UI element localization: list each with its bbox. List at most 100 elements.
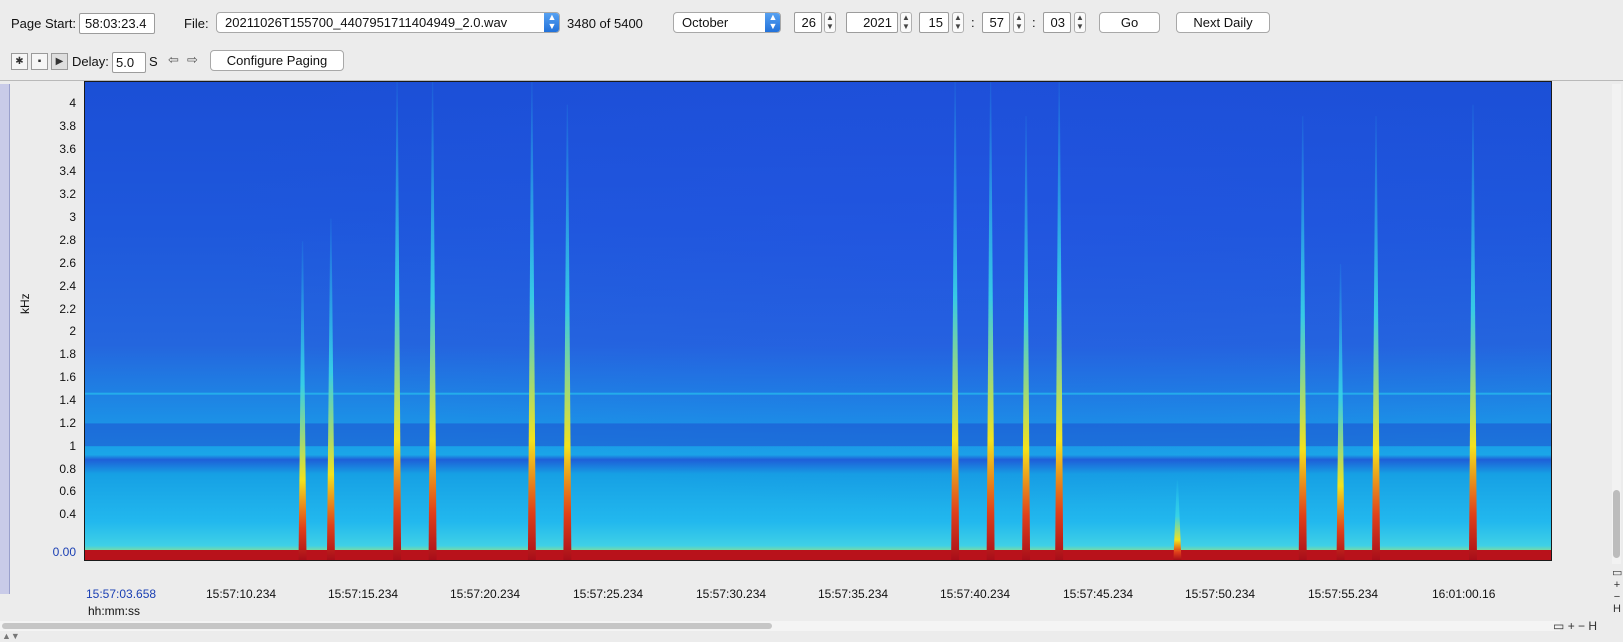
y-tick-label: 3 — [69, 210, 76, 225]
horizontal-scrollbar[interactable] — [0, 621, 1560, 631]
file-position: 3480 of 5400 — [567, 16, 643, 31]
toolbar-divider — [0, 80, 1623, 81]
month-select[interactable]: October ▲ ▼ — [673, 12, 781, 33]
spectrogram-spike — [1372, 116, 1381, 560]
minute-stepper[interactable]: ▲ ▼ — [1013, 12, 1025, 33]
back-arrow-icon[interactable]: ⇦ — [168, 52, 179, 67]
x-tick-label: 16:01:00.16 — [1432, 587, 1496, 601]
delay-unit: S — [149, 54, 158, 69]
spectrogram-spike — [1173, 480, 1182, 560]
y-tick-label: 0.4 — [59, 507, 76, 522]
zoom-in-horizontal-icon[interactable]: + — [1567, 619, 1575, 633]
spectrogram-plot[interactable] — [84, 81, 1552, 561]
file-label: File: — [184, 16, 209, 31]
side-rail[interactable] — [0, 84, 10, 594]
y-tick-label: 2.2 — [59, 301, 76, 316]
select-arrows-icon: ▲ ▼ — [765, 13, 780, 32]
x-tick-label: 15:57:20.234 — [450, 587, 521, 601]
y-tick-label: 2 — [69, 324, 76, 339]
vertical-scrollbar-thumb[interactable] — [1613, 490, 1620, 558]
frequency-band — [85, 423, 1551, 447]
day-field[interactable]: 26 — [794, 12, 822, 33]
x-tick-label: 15:57:25.234 — [573, 587, 644, 601]
low-frequency-energy — [85, 550, 1551, 560]
zoom-controls-vertical[interactable]: ▭ + − H — [1612, 567, 1622, 615]
x-axis-labels: 15:57:03.658 15:57:10.234 15:57:15.234 15:5… — [86, 587, 1496, 601]
zoom-fit-icon[interactable]: ▭ — [1612, 567, 1623, 579]
second-field[interactable]: 03 — [1043, 12, 1071, 33]
spectrogram-spike — [1055, 82, 1064, 560]
spectrogram-spike — [326, 218, 335, 560]
page-start-field[interactable]: 58:03:23.4 — [79, 13, 155, 34]
time-separator: : — [971, 15, 975, 30]
forward-arrow-icon[interactable]: ⇨ — [187, 52, 198, 67]
x-tick-label: 15:57:50.234 — [1185, 587, 1256, 601]
delay-label: Delay: — [72, 54, 109, 69]
y-tick-label: 3.4 — [59, 164, 76, 179]
y-tick-label: 1.2 — [59, 415, 76, 430]
year-stepper[interactable]: ▲ ▼ — [900, 12, 912, 33]
y-axis-origin-label: 0.00 — [52, 545, 76, 559]
hour-field[interactable]: 15 — [919, 12, 949, 33]
x-tick-label: 15:57:30.234 — [696, 587, 767, 601]
resize-handle-icon[interactable]: ▲▼ — [2, 631, 20, 641]
month-select-value: October — [682, 15, 729, 30]
frequency-line — [85, 392, 1551, 395]
next-daily-button[interactable]: Next Daily — [1176, 12, 1270, 33]
spectrogram-spike — [951, 82, 960, 560]
spectrogram-spike — [393, 82, 402, 560]
file-select[interactable]: 20211026T155700_4407951711404949_2.0.wav… — [216, 12, 560, 33]
y-tick-label: 1.6 — [59, 370, 76, 385]
y-tick-label: 2.8 — [59, 233, 76, 247]
day-stepper[interactable]: ▲ ▼ — [824, 12, 836, 33]
delay-field[interactable]: 5.0 — [112, 52, 146, 73]
file-select-value: 20211026T155700_4407951711404949_2.0.wav — [225, 15, 508, 30]
zoom-reset-horizontal-icon[interactable]: H — [1588, 619, 1598, 633]
year-field[interactable]: 2021 — [846, 12, 898, 33]
x-tick-label: 15:57:15.234 — [328, 587, 399, 601]
second-stepper[interactable]: ▲ ▼ — [1074, 12, 1086, 33]
x-tick-label: 15:57:35.234 — [818, 587, 889, 601]
hour-stepper[interactable]: ▲ ▼ — [952, 12, 964, 33]
minute-field[interactable]: 57 — [982, 12, 1010, 33]
zoom-out-horizontal-icon[interactable]: − — [1578, 619, 1586, 633]
vertical-scrollbar[interactable] — [1612, 84, 1621, 564]
zoom-controls-horizontal[interactable]: ▭ + − H — [1553, 619, 1597, 633]
go-button[interactable]: Go — [1099, 12, 1160, 33]
spectrogram-spike — [1022, 116, 1031, 560]
horizontal-scrollbar-thumb[interactable] — [2, 623, 772, 629]
play-mode-step-icon[interactable]: ▶ — [51, 53, 68, 70]
x-axis-unit: hh:mm:ss — [88, 604, 141, 618]
y-tick-label: 0.6 — [59, 484, 76, 499]
spectrogram-spike — [527, 82, 536, 560]
zoom-out-vertical-icon[interactable]: − — [1613, 591, 1621, 603]
time-separator: : — [1032, 15, 1036, 30]
spectrogram-spike — [428, 82, 437, 560]
spectrogram-image — [85, 82, 1551, 560]
select-arrows-icon: ▲ ▼ — [544, 13, 559, 32]
spectrogram-spike — [298, 241, 307, 560]
page-start-label: Page Start: — [11, 16, 77, 31]
y-tick-label: 3.2 — [59, 187, 76, 202]
zoom-reset-vertical-icon[interactable]: H — [1613, 603, 1621, 615]
y-tick-label: 1.8 — [59, 347, 76, 362]
x-tick-label: 15:57:10.234 — [206, 587, 277, 601]
spectrogram-spike — [1468, 104, 1477, 560]
y-axis-labels: 4 3.8 3.6 3.4 3.2 3 2.8 2.6 2.4 2.2 2 1.8 1.6 1.4 1.2 1… — [16, 0, 76, 600]
zoom-fit-horizontal-icon[interactable]: ▭ — [1553, 619, 1565, 633]
play-mode-stop-icon[interactable]: ▪ — [31, 53, 48, 70]
play-mode-continuous-icon[interactable]: ✱ — [11, 53, 28, 70]
y-tick-label: 3.8 — [59, 118, 76, 133]
y-tick-label: 4 — [69, 95, 76, 110]
y-tick-label: 2.4 — [59, 278, 76, 293]
y-tick-label: 3.6 — [59, 141, 76, 156]
y-tick-label: 2.6 — [59, 255, 76, 270]
y-tick-label: 0.8 — [59, 461, 76, 476]
y-tick-label: 1 — [69, 438, 76, 453]
spectrogram-spike — [563, 104, 572, 560]
spectrogram-spike — [1298, 116, 1307, 560]
zoom-in-vertical-icon[interactable]: + — [1613, 579, 1621, 591]
x-tick-label: 15:57:55.234 — [1308, 587, 1379, 601]
configure-paging-button[interactable]: Configure Paging — [210, 50, 344, 71]
spectrogram-spike — [1336, 264, 1345, 560]
